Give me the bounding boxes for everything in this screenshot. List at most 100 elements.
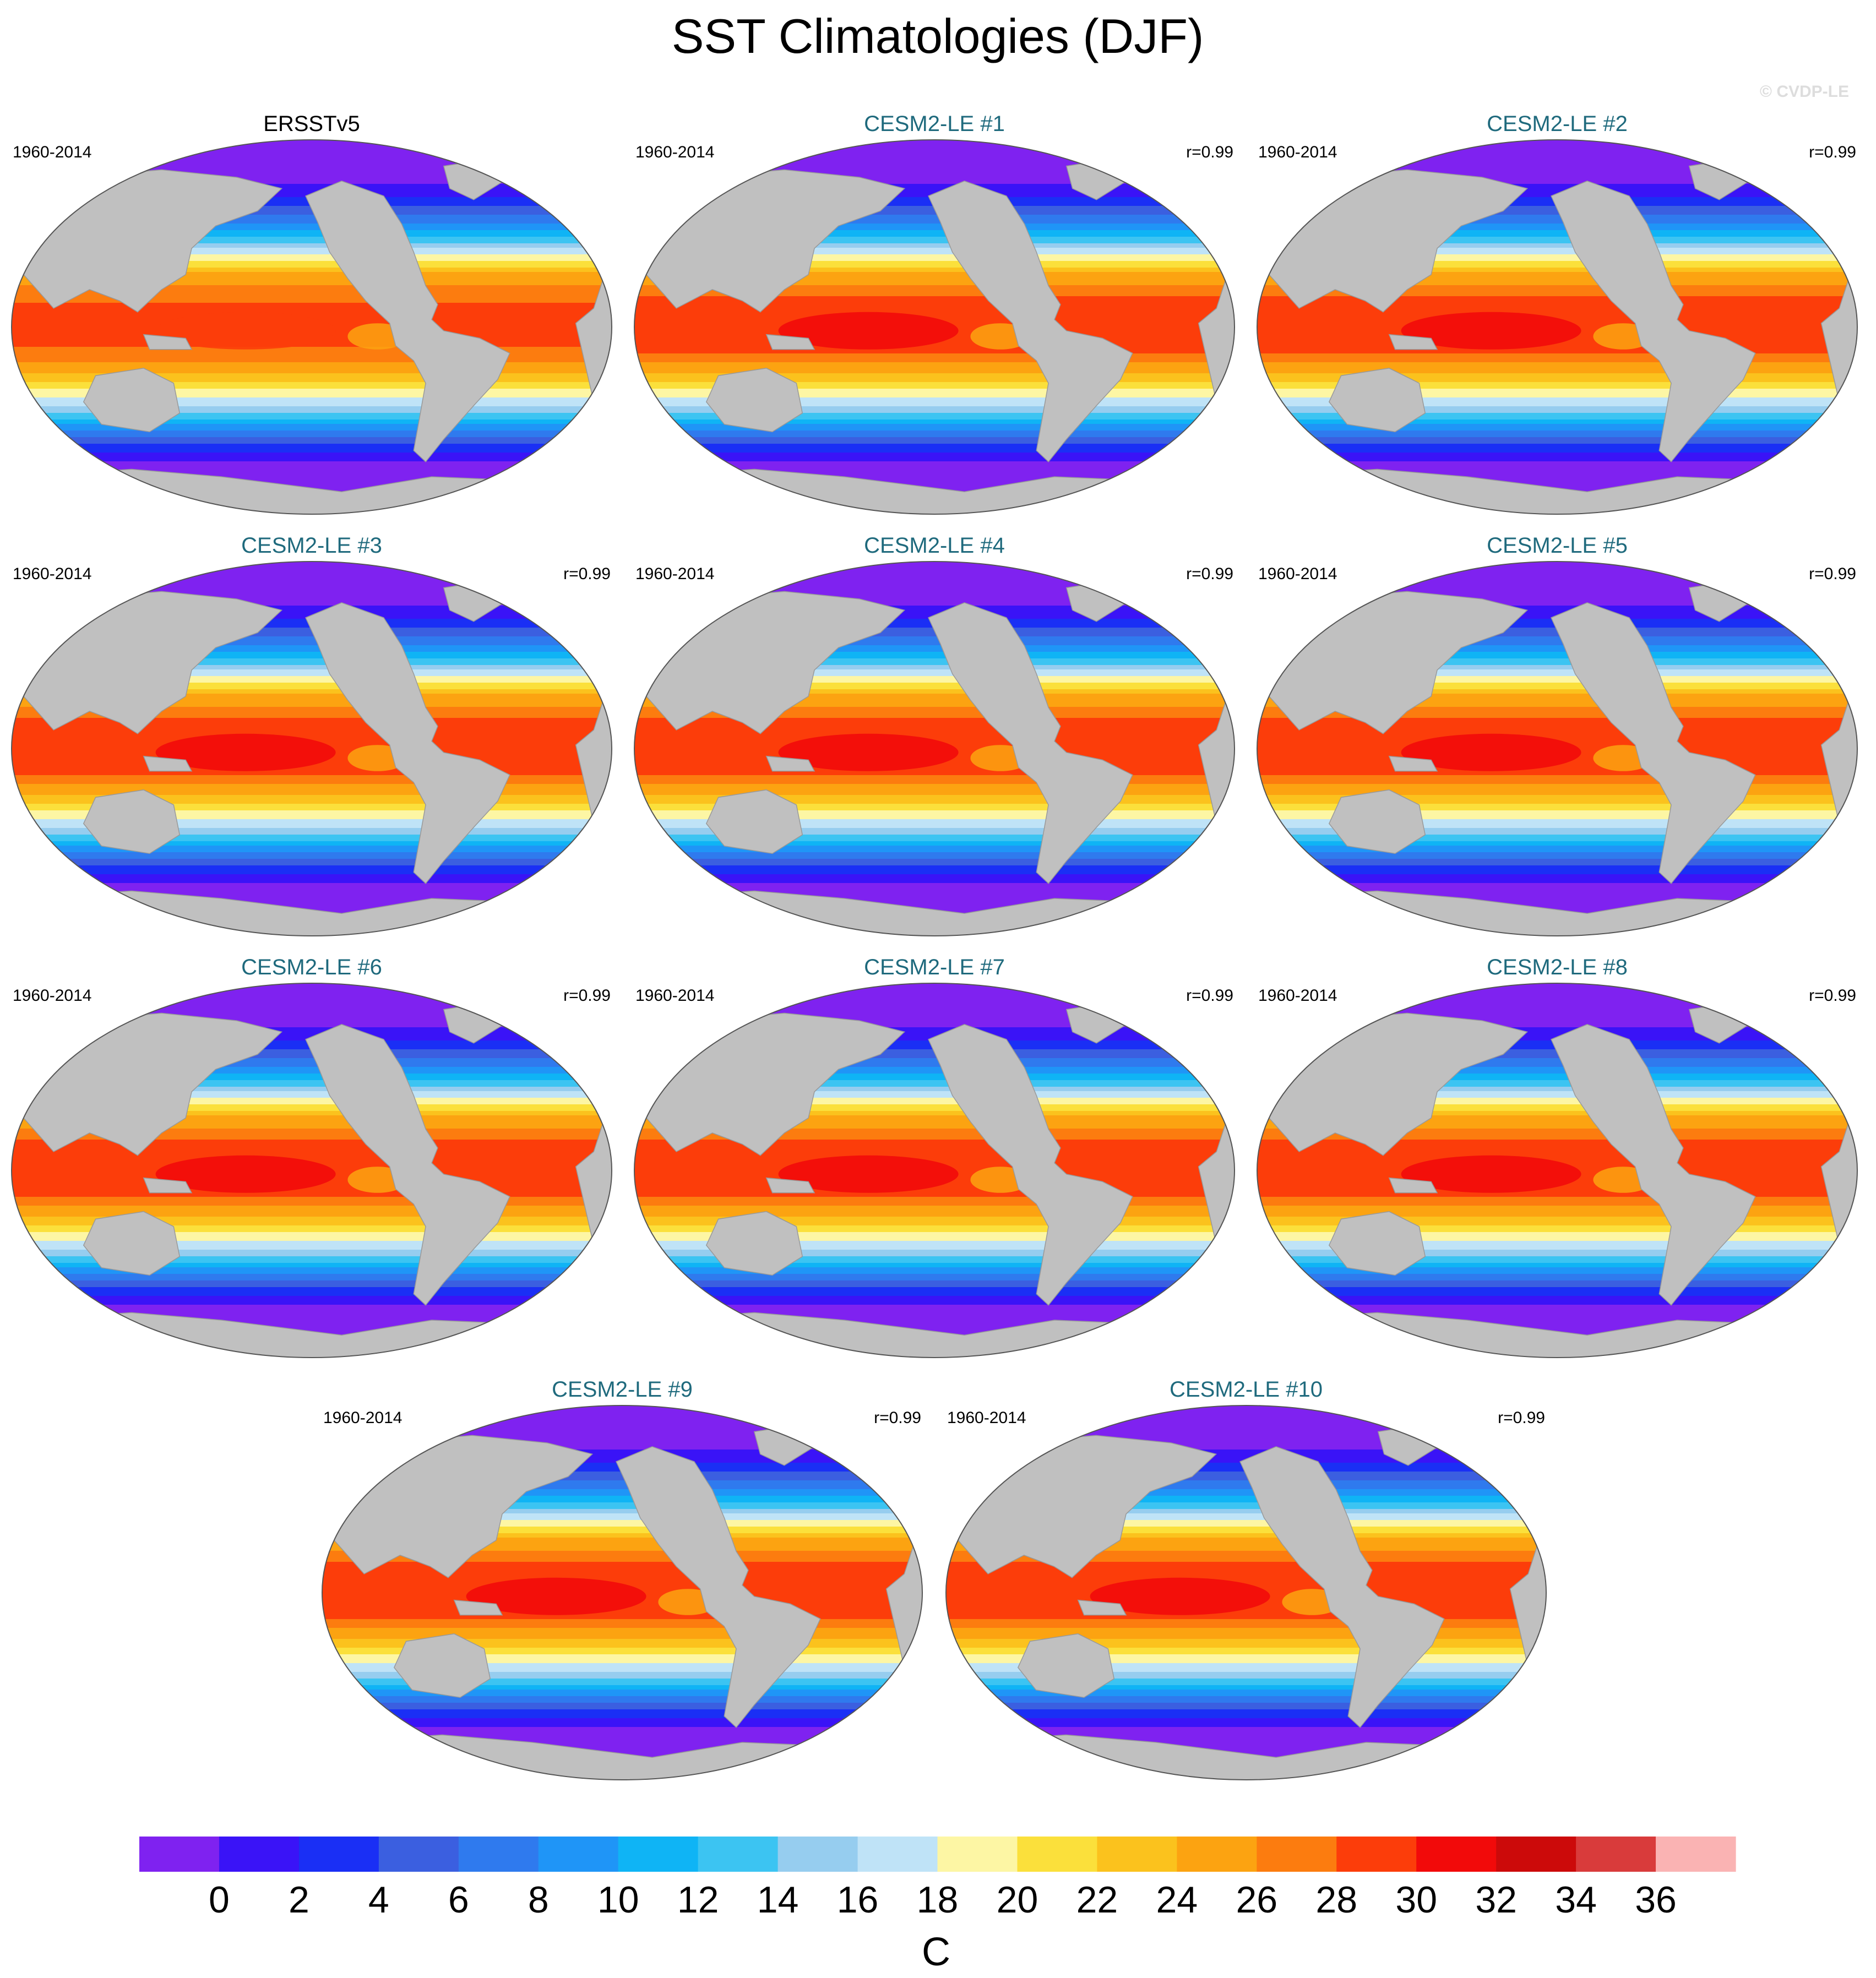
warm-pool	[1401, 312, 1581, 350]
sst-band	[634, 797, 1235, 800]
sst-band	[12, 1062, 612, 1065]
sst-band	[634, 868, 1235, 870]
sst-band	[322, 1538, 922, 1540]
sst-band	[1257, 419, 1857, 422]
sst-band	[12, 358, 612, 361]
sst-band	[1257, 1219, 1857, 1222]
sst-band	[634, 1217, 1235, 1219]
colorbar-tick-label: 32	[1475, 1879, 1517, 1921]
sst-band	[12, 1186, 612, 1189]
sst-band	[1257, 722, 1857, 725]
sst-band	[1257, 828, 1857, 831]
sst-band	[1257, 669, 1857, 672]
sst-band	[12, 1203, 612, 1206]
sst-band	[634, 190, 1235, 193]
sst-band	[1257, 658, 1857, 661]
sst-band	[634, 230, 1235, 233]
colorbar-unit: C	[922, 1930, 950, 1974]
sst-band	[1257, 1109, 1857, 1111]
sst-band	[634, 1102, 1235, 1105]
sst-band	[946, 1630, 1546, 1633]
sst-band	[1257, 1131, 1857, 1134]
sst-band	[322, 1626, 922, 1628]
sst-band	[634, 1023, 1235, 1026]
sst-band	[12, 733, 612, 736]
sst-band	[12, 815, 612, 818]
sst-band	[12, 475, 612, 477]
colorbar-swatch	[139, 1837, 220, 1872]
sst-band	[322, 1408, 922, 1410]
sst-band	[634, 373, 1235, 376]
sst-band	[12, 371, 612, 374]
sst-band	[1257, 985, 1857, 988]
sst-band	[12, 1096, 612, 1098]
sst-band	[12, 872, 612, 875]
sst-band	[12, 292, 612, 295]
sst-band	[634, 694, 1235, 696]
sst-band	[946, 1505, 1546, 1507]
sst-band	[1257, 850, 1857, 853]
sst-band	[1257, 603, 1857, 606]
sst-band	[1257, 228, 1857, 231]
sst-band	[12, 375, 612, 378]
sst-band	[634, 720, 1235, 723]
sst-band	[634, 1250, 1235, 1252]
sst-band	[322, 1419, 922, 1421]
sst-band	[1257, 672, 1857, 674]
colorbar-swatch	[458, 1837, 539, 1872]
sst-band	[322, 1745, 922, 1747]
sst-band	[1257, 356, 1857, 358]
sst-band	[12, 1025, 612, 1028]
sst-band	[634, 815, 1235, 818]
sst-band	[946, 1566, 1546, 1569]
sst-band	[322, 1623, 922, 1626]
sst-band	[946, 1650, 1546, 1653]
sst-band	[322, 1723, 922, 1725]
colorbar-swatch	[1576, 1837, 1656, 1872]
sst-band	[322, 1441, 922, 1443]
sst-band	[946, 1527, 1546, 1529]
sst-band	[946, 1687, 1546, 1690]
sst-band	[634, 1245, 1235, 1248]
sst-band	[12, 1320, 612, 1323]
sst-band	[634, 408, 1235, 411]
sst-band	[12, 1093, 612, 1096]
sst-band	[12, 472, 612, 475]
sst-band	[1257, 1318, 1857, 1321]
panel-period: 1960-2014	[13, 565, 91, 583]
sst-band	[634, 1261, 1235, 1263]
sst-band	[634, 595, 1235, 597]
sst-band	[12, 404, 612, 407]
sst-band	[1257, 1069, 1857, 1072]
sst-band	[322, 1478, 922, 1481]
sst-band	[1257, 769, 1857, 771]
sst-band	[1257, 562, 1857, 564]
panel-period: 1960-2014	[635, 565, 714, 583]
sst-band	[634, 1021, 1235, 1023]
sst-band	[12, 237, 612, 239]
sst-band	[12, 448, 612, 451]
sst-band	[1257, 155, 1857, 158]
sst-band	[946, 1427, 1546, 1430]
sst-band	[634, 397, 1235, 400]
sst-band	[1257, 281, 1857, 284]
sst-band	[12, 667, 612, 670]
sst-band	[1257, 1096, 1857, 1098]
sst-band	[634, 590, 1235, 593]
sst-band	[12, 1210, 612, 1213]
sst-band	[1257, 1305, 1857, 1307]
sst-band	[634, 228, 1235, 231]
sst-band	[1257, 1217, 1857, 1219]
sst-band	[12, 144, 612, 147]
sst-band	[634, 272, 1235, 275]
sst-band	[12, 481, 612, 484]
sst-band	[634, 691, 1235, 694]
sst-band	[634, 1247, 1235, 1250]
sst-band	[1257, 279, 1857, 281]
sst-band	[634, 892, 1235, 895]
sst-band	[1257, 1239, 1857, 1241]
sst-band	[322, 1450, 922, 1452]
sst-band	[1257, 1280, 1857, 1283]
sst-band	[12, 599, 612, 602]
sst-band	[12, 887, 612, 890]
